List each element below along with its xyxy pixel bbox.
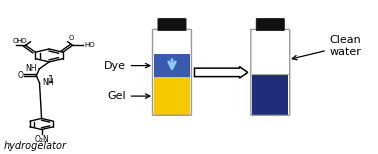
Text: Gel: Gel — [107, 91, 150, 101]
Text: Dye: Dye — [104, 61, 150, 71]
Bar — [154, 54, 190, 77]
Text: 1: 1 — [48, 75, 54, 85]
Text: hydrogelator: hydrogelator — [4, 141, 67, 151]
FancyBboxPatch shape — [256, 18, 284, 31]
Text: HO: HO — [84, 42, 95, 48]
Text: O₂N: O₂N — [34, 135, 49, 144]
Text: HO: HO — [16, 38, 27, 44]
FancyArrow shape — [195, 67, 248, 78]
Bar — [154, 77, 190, 115]
Text: Clean
water: Clean water — [292, 35, 362, 60]
Bar — [253, 74, 288, 115]
Text: NH: NH — [25, 64, 37, 73]
Bar — [253, 30, 288, 74]
Text: NH: NH — [43, 78, 54, 87]
Text: O: O — [69, 35, 74, 41]
Text: O: O — [17, 71, 23, 80]
Bar — [154, 30, 190, 54]
FancyBboxPatch shape — [158, 18, 186, 31]
Text: O: O — [13, 38, 19, 44]
